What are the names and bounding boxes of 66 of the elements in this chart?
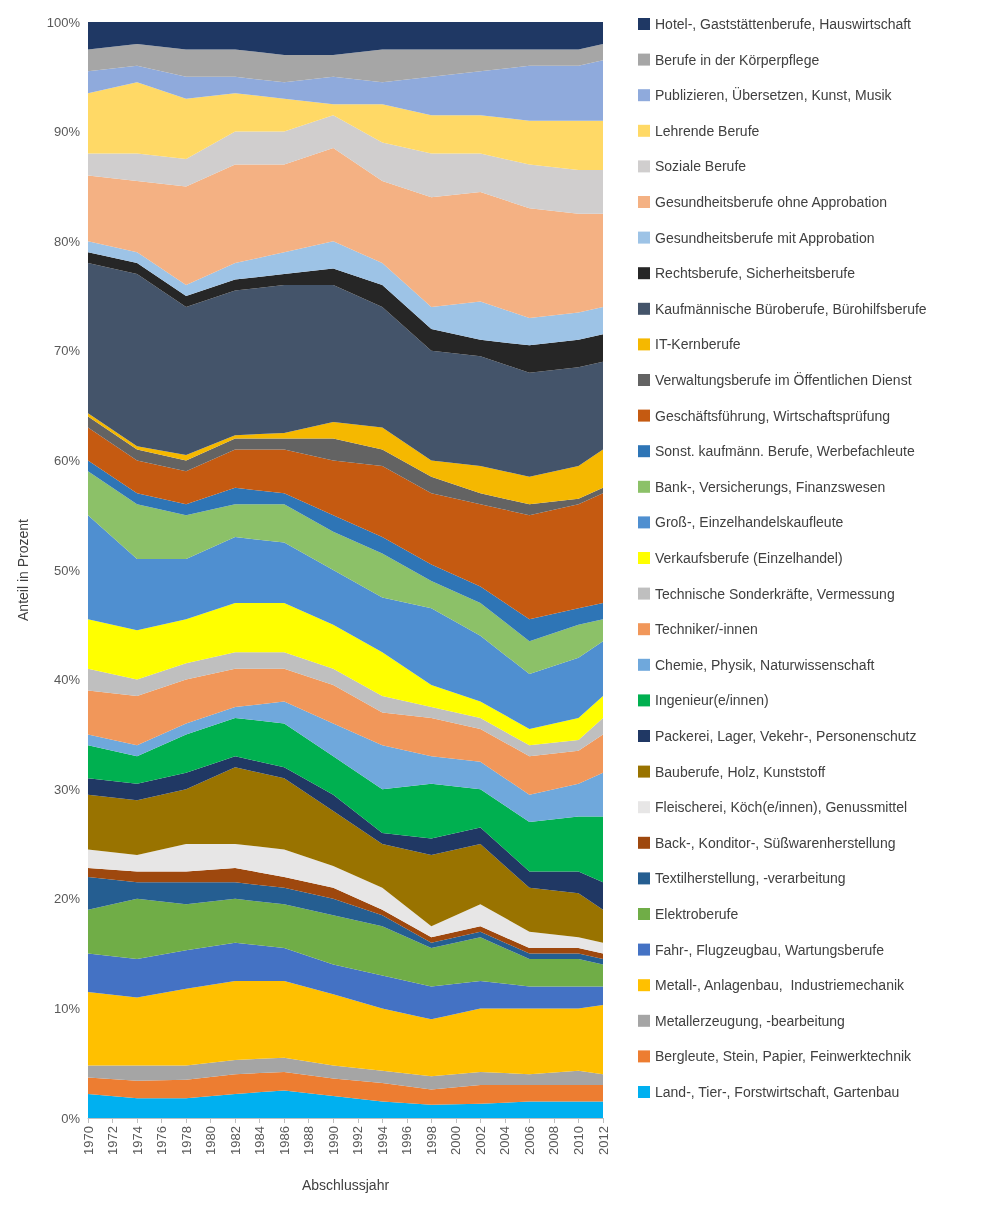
y-tick-label: 70%	[53, 343, 81, 359]
legend-label: Metallerzeugung, -bearbeitung	[655, 1012, 845, 1029]
legend-label: Publizieren, Übersetzen, Kunst, Musik	[655, 86, 893, 104]
y-tick-label: 10%	[53, 1000, 81, 1016]
x-tick-label: 2002	[472, 1126, 488, 1155]
x-tick-label: 2004	[497, 1126, 513, 1155]
x-tick-label: 1998	[423, 1126, 439, 1155]
y-axis-title: Anteil in Prozent	[15, 518, 31, 621]
x-tick-label: 1976	[154, 1126, 170, 1155]
legend-label: Elektroberufe	[655, 906, 739, 922]
y-tick-label: 20%	[53, 891, 81, 907]
y-tick-label: 0%	[61, 1110, 81, 1126]
legend-label: Land-, Tier-, Forstwirtschaft, Gartenbau	[655, 1084, 900, 1100]
x-tick-label: 1988	[301, 1126, 317, 1155]
legend-label: Bergleute, Stein, Papier, Feinwerktechnik	[655, 1048, 913, 1065]
legend-label: Soziale Berufe	[655, 158, 747, 175]
x-axis-title: Abschlussjahr	[301, 1177, 390, 1193]
legend-label: Geschäftsführung, Wirtschaftsprüfung	[655, 407, 890, 424]
x-tick-label: 1980	[203, 1126, 219, 1155]
legend-label: Fahr-, Flugzeugbau, Wartungsberufe	[655, 941, 885, 958]
legend-label: Verwaltungsberufe im Öffentlichen Dienst	[655, 371, 912, 388]
x-tick-label: 1974	[129, 1126, 145, 1155]
legend-label: Berufe in der Körperpflege	[655, 51, 820, 68]
x-tick-label: 1990	[325, 1126, 341, 1155]
legend-label: Technische Sonderkräfte, Vermessung	[655, 585, 895, 602]
legend-label: Gesundheitsberufe mit Approbation	[655, 229, 875, 246]
y-tick-label: 80%	[53, 233, 81, 249]
x-tick-label: 1986	[276, 1126, 292, 1155]
legend-label: Bauberufe, Holz, Kunststoff	[655, 763, 826, 780]
legend-label: Rechtsberufe, Sicherheitsberufe	[655, 265, 856, 282]
legend-label: Bank-, Versicherungs, Finanzswesen	[655, 478, 886, 495]
legend-label: Chemie, Physik, Naturwissenschaft	[655, 656, 875, 673]
y-tick-label: 100%	[46, 14, 81, 30]
legend-label: Verkaufsberufe (Einzelhandel)	[655, 550, 843, 566]
legend-label: Fleischerei, Köch(e/innen), Genussmittel	[655, 799, 908, 816]
y-tick-label: 90%	[53, 124, 81, 140]
y-tick-label: 30%	[53, 781, 81, 797]
y-tick-label: 50%	[53, 562, 81, 578]
x-tick-label: 2008	[546, 1126, 562, 1155]
x-tick-label: 1996	[399, 1126, 415, 1155]
legend-label: Hotel-, Gaststättenberufe, Hauswirtschaft	[655, 16, 912, 32]
legend-label: Sonst. kaufmänn. Berufe, Werbefachleute	[655, 443, 915, 460]
legend-label: Packerei, Lager, Vekehr-, Personenschutz	[655, 728, 917, 744]
x-tick-label: 1970	[80, 1126, 96, 1155]
x-tick-label: 1982	[227, 1126, 243, 1155]
x-tick-label: 1994	[374, 1126, 390, 1155]
legend-label: Gesundheitsberufe ohne Approbation	[655, 194, 887, 210]
y-tick-label: 60%	[53, 452, 81, 468]
legend-label: Metall-, Anlagenbau, Industriemechanik	[655, 977, 906, 994]
legend-label: Ingenieur(e/innen)	[655, 692, 769, 709]
legend-label: Lehrende Berufe	[655, 122, 760, 139]
x-tick-label: 2012	[595, 1126, 611, 1155]
legend-label: Groß-, Einzelhandelskaufleute	[655, 514, 844, 531]
legend-label: Back-, Konditor-, Süßwarenherstellung	[655, 834, 896, 851]
x-tick-label: 2000	[448, 1126, 464, 1155]
y-tick-label: 40%	[53, 672, 81, 688]
x-tick-label: 1978	[178, 1126, 194, 1155]
x-tick-label: 1984	[252, 1126, 268, 1155]
legend-label: Textilherstellung, -verarbeitung	[655, 870, 846, 887]
legend-label: Techniker/-innen	[655, 621, 758, 638]
x-tick-label: 2006	[521, 1126, 537, 1155]
x-tick-label: 2010	[570, 1126, 586, 1155]
legend-label: IT-Kernberufe	[655, 336, 741, 353]
x-tick-label: 1992	[350, 1126, 366, 1155]
legend-label: Kaufmännische Büroberufe, Bürohilfsberufe	[655, 300, 927, 317]
x-tick-label: 1972	[105, 1126, 121, 1155]
